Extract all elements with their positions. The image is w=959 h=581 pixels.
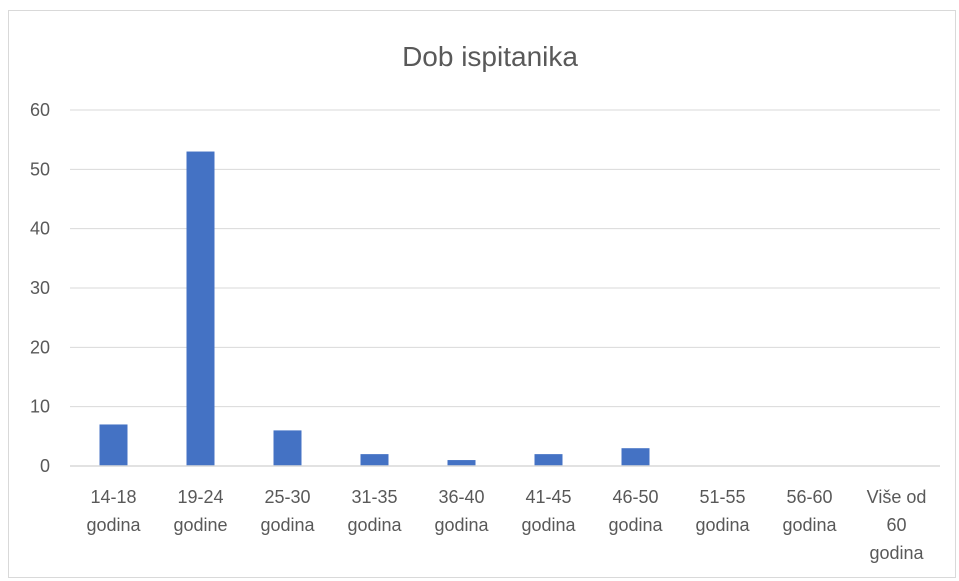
x-tick-label-line: godina xyxy=(260,515,315,535)
y-axis-ticks: 0 10 20 30 40 50 60 xyxy=(30,100,50,476)
x-tick-label-line: 60 xyxy=(886,515,906,535)
x-tick-label: 19-24 godine xyxy=(173,487,227,535)
gridlines xyxy=(70,109,940,408)
x-tick-label-line: 51-55 xyxy=(699,487,745,507)
bar-5 xyxy=(534,454,563,466)
y-tick-label: 20 xyxy=(30,337,50,357)
x-tick-label: 51-55 godina xyxy=(695,487,750,535)
x-tick-label-line: godina xyxy=(434,515,489,535)
bar-6 xyxy=(621,448,650,466)
y-tick-label: 0 xyxy=(40,456,50,476)
x-axis-ticks: 14-18 godina 19-24 godine 25-30 godina 31-35 go… xyxy=(86,487,926,563)
x-tick-label-line: godina xyxy=(86,515,141,535)
x-tick-label-line: 46-50 xyxy=(612,487,658,507)
x-tick-label: 41-45 godina xyxy=(521,487,576,535)
bars xyxy=(99,151,650,467)
x-tick-label-line: 19-24 xyxy=(177,487,223,507)
x-tick-label-line: 14-18 xyxy=(90,487,136,507)
x-tick-label-line: godina xyxy=(608,515,663,535)
x-tick-label: 56-60 godina xyxy=(782,487,837,535)
x-tick-label-line: Više od xyxy=(867,487,927,507)
x-tick-label-line: 41-45 xyxy=(525,487,571,507)
y-tick-label: 30 xyxy=(30,278,50,298)
y-tick-label: 60 xyxy=(30,100,50,120)
x-tick-label-line: godine xyxy=(173,515,227,535)
bar-1 xyxy=(186,151,215,467)
x-tick-label: 31-35 godina xyxy=(347,487,402,535)
x-tick-label-line: 31-35 xyxy=(351,487,397,507)
bar-0 xyxy=(99,424,128,466)
y-tick-label: 50 xyxy=(30,159,50,179)
x-tick-label-line: 25-30 xyxy=(264,487,310,507)
x-tick-label-line: godina xyxy=(521,515,576,535)
x-tick-label: 14-18 godina xyxy=(86,487,141,535)
x-tick-label: 46-50 godina xyxy=(608,487,663,535)
x-tick-label: 25-30 godina xyxy=(260,487,315,535)
chart-title: Dob ispitanika xyxy=(402,41,578,72)
bar-3 xyxy=(360,454,389,466)
x-tick-label-line: godina xyxy=(782,515,837,535)
bar-4 xyxy=(447,460,476,466)
y-tick-label: 40 xyxy=(30,219,50,239)
x-tick-label-line: 36-40 xyxy=(438,487,484,507)
x-tick-label-line: godina xyxy=(695,515,750,535)
y-tick-label: 10 xyxy=(30,397,50,417)
x-tick-label-line: 56-60 xyxy=(786,487,832,507)
chart-frame xyxy=(8,10,956,578)
x-tick-label-line: godina xyxy=(347,515,402,535)
x-tick-label-line: godina xyxy=(869,543,924,563)
bar-2 xyxy=(273,430,302,466)
x-tick-label: Više od 60 godina xyxy=(867,487,927,563)
x-tick-label: 36-40 godina xyxy=(434,487,489,535)
